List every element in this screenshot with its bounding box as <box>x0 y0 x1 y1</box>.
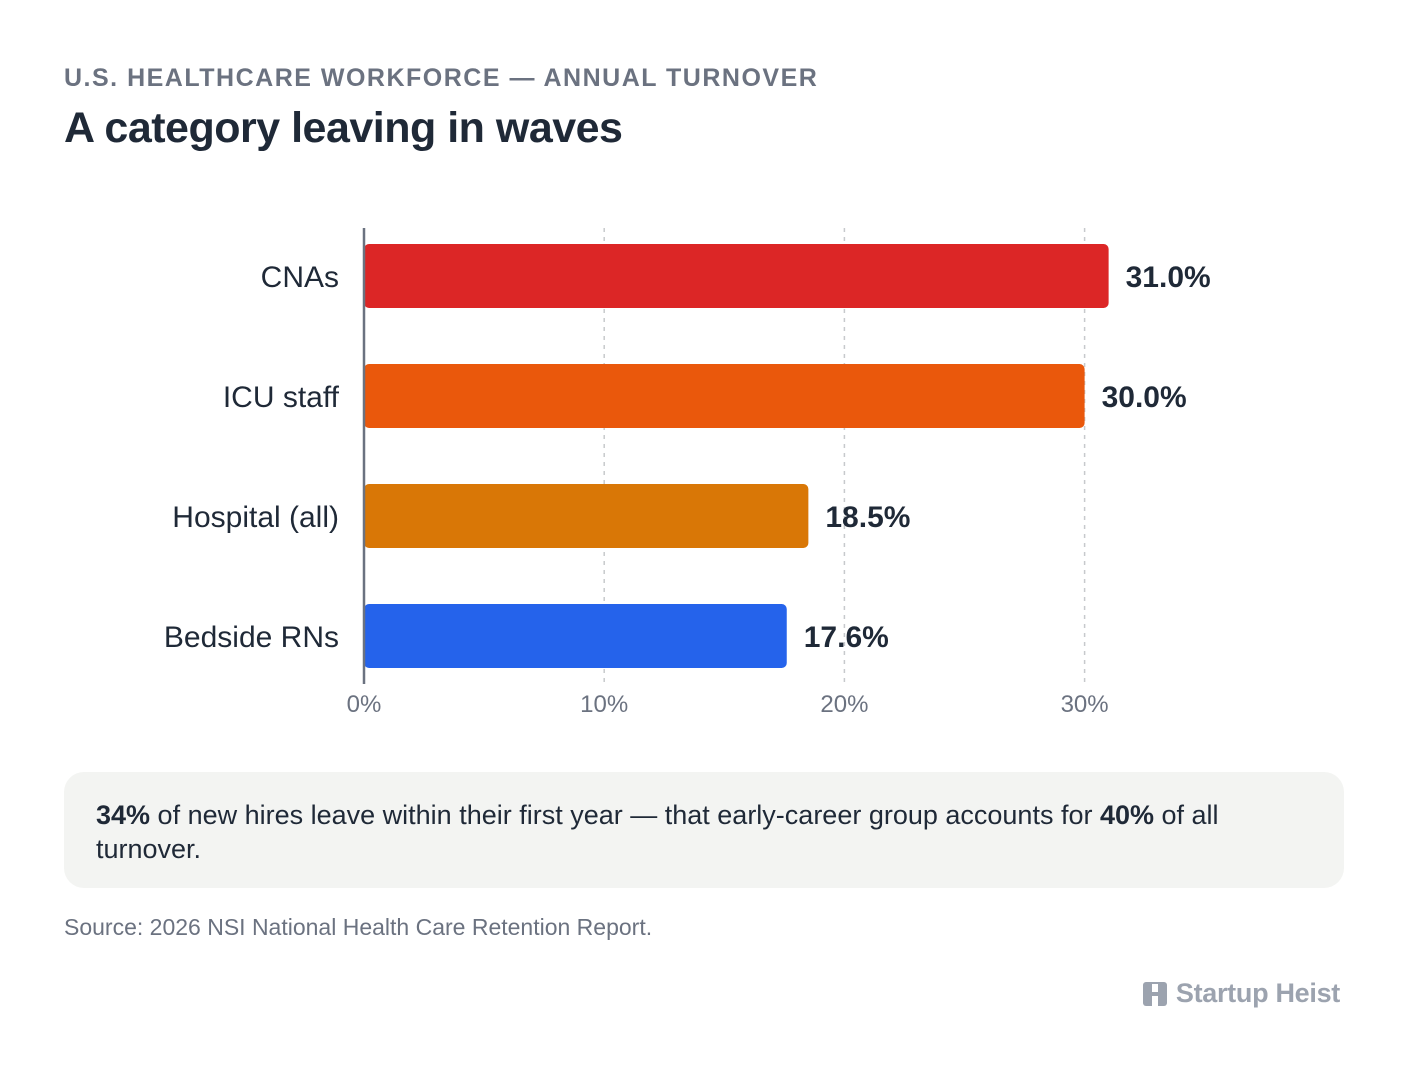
callout-highlight-turnover-share: 40% <box>1099 800 1155 830</box>
value-label-1: 30.0% <box>1102 381 1187 414</box>
bar-0 <box>364 244 1109 308</box>
brand-name: Startup Heist <box>1175 978 1340 1008</box>
bar-2 <box>364 484 809 548</box>
bar-1 <box>364 364 1085 428</box>
source-note: Source: 2026 NSI National Health Care Re… <box>64 914 653 940</box>
category-label-2: Hospital (all) <box>172 501 339 534</box>
callout-highlight-new-hires: 34% <box>96 800 151 830</box>
value-label-3: 17.6% <box>804 621 889 654</box>
callout-text-1: of new hires leave within their first ye… <box>150 800 1100 830</box>
bar-chart: CNAs 31.0% ICU staff 30.0% Hospital (all) 18.… <box>164 228 1211 718</box>
value-label-2: 18.5% <box>825 501 910 534</box>
chart-title: A category leaving in waves <box>64 104 623 152</box>
callout-box: 34% of new hires leave within their firs… <box>64 772 1344 888</box>
x-tick-label-1: 10% <box>580 691 628 718</box>
x-tick-label-2: 20% <box>820 691 868 718</box>
callout-text-2: of all turnover. <box>96 800 1219 864</box>
chart-kicker: U.S. HEALTHCARE WORKFORCE — ANNUAL TURNO… <box>64 64 819 92</box>
category-label-0: CNAs <box>261 261 339 294</box>
x-tick-label-0: 0% <box>347 691 382 718</box>
building-icon <box>1142 981 1168 1007</box>
x-tick-label-3: 30% <box>1061 691 1109 718</box>
category-label-1: ICU staff <box>223 381 340 414</box>
bar-3 <box>364 604 787 668</box>
category-label-3: Bedside RNs <box>164 621 339 654</box>
value-label-0: 31.0% <box>1126 261 1211 294</box>
brand-logo: Startup Heist <box>1142 978 1340 1009</box>
